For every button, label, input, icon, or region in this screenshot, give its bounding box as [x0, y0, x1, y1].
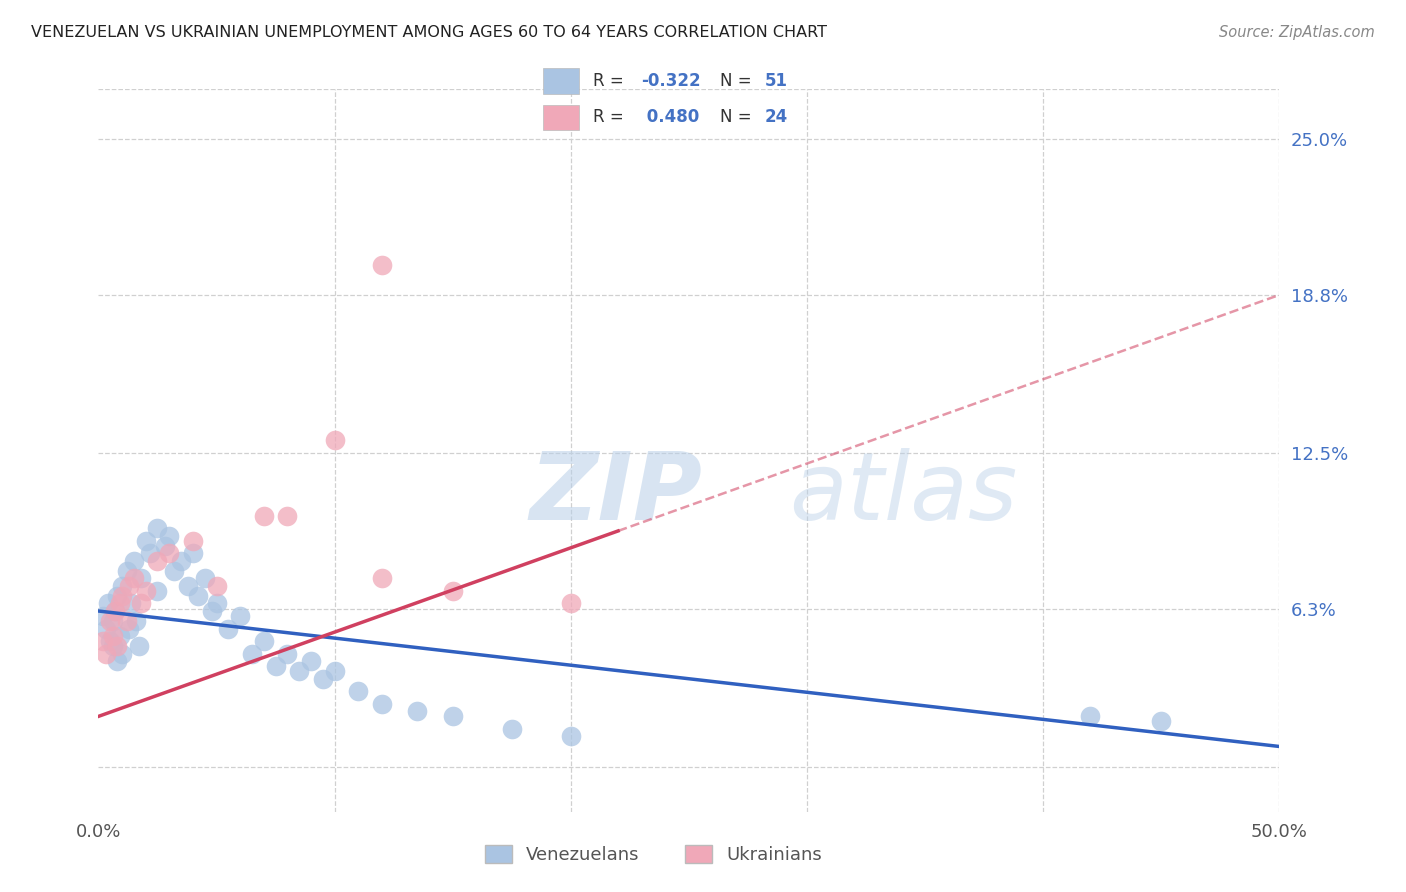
Point: [97, 597, 120, 611]
Point: [129, 571, 152, 585]
Point: [406, 705, 429, 719]
Point: [187, 589, 209, 603]
Text: R =: R =: [593, 72, 630, 90]
Point: [501, 722, 523, 736]
Text: N =: N =: [720, 72, 756, 90]
Point: [201, 604, 224, 618]
Point: [323, 434, 346, 448]
Point: [276, 508, 298, 523]
Point: [129, 597, 152, 611]
Point: [240, 647, 263, 661]
Text: N =: N =: [720, 108, 756, 126]
Point: [371, 697, 394, 711]
Point: [146, 584, 169, 599]
Point: [157, 546, 180, 560]
Point: [104, 604, 127, 618]
Point: [312, 672, 335, 686]
Legend: Venezuelans, Ukrainians: Venezuelans, Ukrainians: [478, 838, 830, 871]
Point: [91, 634, 114, 648]
Point: [139, 546, 162, 560]
Point: [253, 508, 276, 523]
Point: [94, 622, 117, 636]
Point: [1080, 709, 1102, 723]
Text: 0.480: 0.480: [641, 108, 699, 126]
Point: [181, 533, 204, 548]
Point: [128, 639, 150, 653]
Point: [105, 589, 128, 603]
Point: [205, 597, 228, 611]
Point: [115, 564, 138, 578]
Point: [194, 571, 217, 585]
Point: [108, 597, 131, 611]
Point: [108, 629, 131, 643]
Point: [94, 647, 117, 661]
Point: [135, 584, 157, 599]
Point: [229, 609, 252, 624]
Point: [153, 539, 176, 553]
Point: [104, 604, 127, 618]
Point: [111, 647, 134, 661]
Point: [118, 622, 141, 636]
Text: Source: ZipAtlas.com: Source: ZipAtlas.com: [1219, 25, 1375, 40]
Point: [111, 579, 134, 593]
Point: [111, 589, 134, 603]
Point: [135, 533, 157, 548]
Point: [441, 709, 464, 723]
Point: [122, 571, 145, 585]
Point: [323, 664, 346, 679]
Point: [146, 554, 169, 568]
Point: [170, 554, 193, 568]
Point: [276, 647, 298, 661]
Point: [253, 634, 276, 648]
Point: [105, 639, 128, 653]
Text: R =: R =: [593, 108, 630, 126]
Point: [288, 664, 311, 679]
Point: [118, 579, 141, 593]
Text: VENEZUELAN VS UKRAINIAN UNEMPLOYMENT AMONG AGES 60 TO 64 YEARS CORRELATION CHART: VENEZUELAN VS UKRAINIAN UNEMPLOYMENT AMO…: [31, 25, 827, 40]
Text: atlas: atlas: [789, 449, 1018, 540]
FancyBboxPatch shape: [543, 68, 579, 94]
Point: [371, 258, 394, 272]
Point: [371, 571, 394, 585]
Point: [122, 554, 145, 568]
Point: [560, 730, 582, 744]
Point: [146, 521, 169, 535]
Point: [101, 614, 124, 628]
Text: 51: 51: [765, 72, 787, 90]
Point: [177, 579, 200, 593]
Point: [125, 614, 148, 628]
FancyBboxPatch shape: [543, 104, 579, 130]
Point: [1150, 714, 1173, 729]
Text: ZIP: ZIP: [530, 448, 703, 540]
Point: [163, 564, 186, 578]
Point: [217, 622, 239, 636]
Text: -0.322: -0.322: [641, 72, 700, 90]
Point: [560, 597, 582, 611]
Point: [121, 597, 143, 611]
Text: 24: 24: [765, 108, 789, 126]
Point: [264, 659, 287, 673]
Point: [205, 579, 228, 593]
Point: [347, 684, 370, 698]
Point: [101, 639, 124, 653]
Point: [181, 546, 204, 560]
Point: [441, 584, 464, 599]
Point: [98, 634, 121, 648]
Point: [157, 529, 180, 543]
Point: [101, 629, 124, 643]
Point: [91, 609, 114, 624]
Point: [105, 654, 128, 668]
Point: [98, 614, 121, 628]
Point: [299, 654, 322, 668]
Point: [115, 614, 138, 628]
